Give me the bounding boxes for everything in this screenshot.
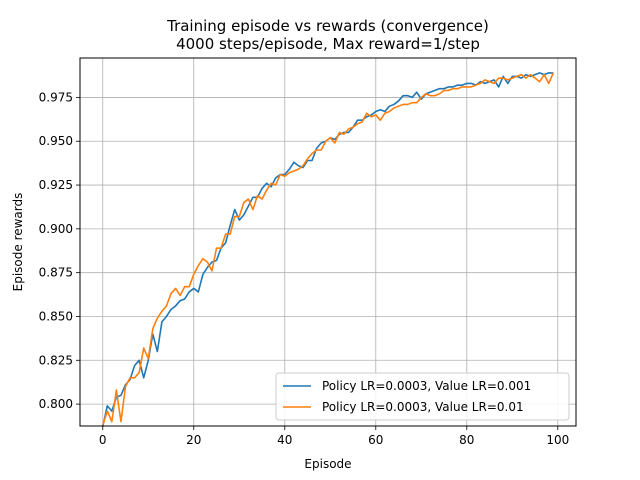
chart-subtitle: 4000 steps/episode, Max reward=1/step (176, 35, 480, 53)
y-tick-label: 0.800 (39, 397, 73, 411)
series-lines (101, 72, 554, 428)
series-line-2 (101, 72, 554, 426)
x-axis-label: Episode (304, 457, 351, 471)
x-tick-label: 20 (186, 433, 201, 447)
y-tick-label: 0.850 (39, 309, 73, 323)
x-tick-label: 40 (277, 433, 292, 447)
y-tick-label: 0.825 (39, 353, 73, 367)
y-axis: 0.800 0.825 0.850 0.875 0.900 0.925 0.950 0.975 (39, 90, 80, 411)
legend-label-1: Policy LR=0.0003, Value LR=0.001 (322, 379, 531, 393)
y-tick-label: 0.975 (39, 90, 73, 104)
y-tick-label: 0.925 (39, 178, 73, 192)
legend-box (275, 372, 570, 421)
plot-frame (79, 57, 577, 427)
x-axis: 0 20 40 60 80 100 (99, 426, 569, 447)
x-tick-label: 0 (99, 433, 107, 447)
y-tick-label: 0.900 (39, 222, 73, 236)
x-tick-label: 100 (546, 433, 569, 447)
y-tick-label: 0.950 (39, 134, 73, 148)
grid-lines (80, 58, 576, 426)
x-tick-label: 60 (368, 433, 383, 447)
x-tick-label: 80 (459, 433, 474, 447)
legend-label-2: Policy LR=0.0003, Value LR=0.01 (322, 400, 524, 414)
y-axis-label: Episode rewards (11, 193, 25, 292)
y-tick-label: 0.875 (39, 266, 73, 280)
legend: Policy LR=0.0003, Value LR=0.001 Policy L… (275, 372, 570, 421)
chart-title: Training episode vs rewards (convergence… (166, 17, 489, 35)
